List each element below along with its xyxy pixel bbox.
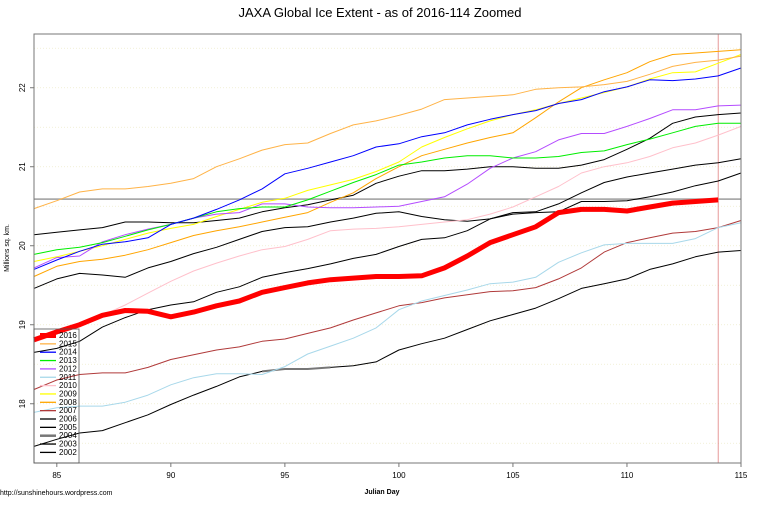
x-axis: 85 90 95 100 105 110 115 — [52, 463, 748, 480]
series-line-2002 — [33, 250, 742, 447]
legend-label-2007: 2007 — [59, 406, 77, 415]
legend-label-2008: 2008 — [59, 398, 77, 407]
legend-label-2015: 2015 — [59, 339, 77, 348]
legend-label-2011: 2011 — [59, 373, 77, 382]
series-line-2016 — [33, 197, 719, 343]
y-tick-label: 21 — [18, 162, 27, 171]
series-lines — [33, 49, 742, 447]
legend-label-2009: 2009 — [59, 389, 77, 398]
plot-frame — [33, 33, 742, 464]
series-line-2010 — [33, 125, 742, 343]
x-tick-label: 90 — [166, 471, 175, 480]
legend-box — [33, 328, 80, 464]
series-line-2005 — [33, 158, 742, 289]
x-tick-label: 85 — [52, 471, 61, 480]
series-line-2013 — [33, 122, 741, 255]
series-line-2006 — [33, 112, 742, 236]
legend-label-2006: 2006 — [59, 415, 77, 424]
y-tick-label: 22 — [18, 83, 27, 92]
legend-label-2002: 2002 — [59, 448, 77, 457]
legend-label-2003: 2003 — [59, 440, 77, 449]
chart-title: JAXA Global Ice Extent - as of 2016-114 … — [238, 5, 521, 20]
series-line-2011 — [33, 222, 742, 413]
legend-label-2012: 2012 — [59, 364, 77, 373]
series-line-2009 — [33, 54, 742, 262]
series-line-2015 — [33, 55, 742, 210]
series-line-2014 — [33, 67, 742, 270]
series-line-2012 — [33, 104, 742, 269]
reference-lines — [34, 34, 741, 463]
x-tick-label: 105 — [506, 471, 520, 480]
y-tick-label: 18 — [18, 399, 27, 408]
legend-label-2010: 2010 — [59, 381, 77, 390]
x-tick-label: 110 — [621, 471, 634, 480]
legend-label-2014: 2014 — [59, 348, 77, 357]
legend-label-2013: 2013 — [59, 356, 77, 365]
x-tick-label: 95 — [280, 471, 289, 480]
grid-lines — [34, 47, 741, 444]
y-tick-label: 19 — [18, 320, 27, 329]
legend-label-2016: 2016 — [59, 331, 77, 340]
y-axis-label: Millions sq. km. — [4, 224, 11, 272]
y-tick-label: 20 — [18, 241, 27, 250]
series-line-2007 — [33, 220, 742, 390]
legend: 2016201520142013201220112010200920082007… — [33, 328, 80, 464]
legend-label-2005: 2005 — [59, 423, 77, 432]
x-tick-label: 100 — [392, 471, 406, 480]
series-line-2003 — [33, 172, 742, 353]
series-line-2008 — [33, 49, 742, 277]
y-axis: 18 19 20 21 22 — [18, 83, 34, 408]
legend-label-2004: 2004 — [59, 431, 77, 440]
source-url: http://sunshinehours.wordpress.com — [0, 490, 113, 497]
x-axis-label: Julian Day — [364, 489, 399, 496]
x-tick-label: 115 — [735, 471, 748, 480]
